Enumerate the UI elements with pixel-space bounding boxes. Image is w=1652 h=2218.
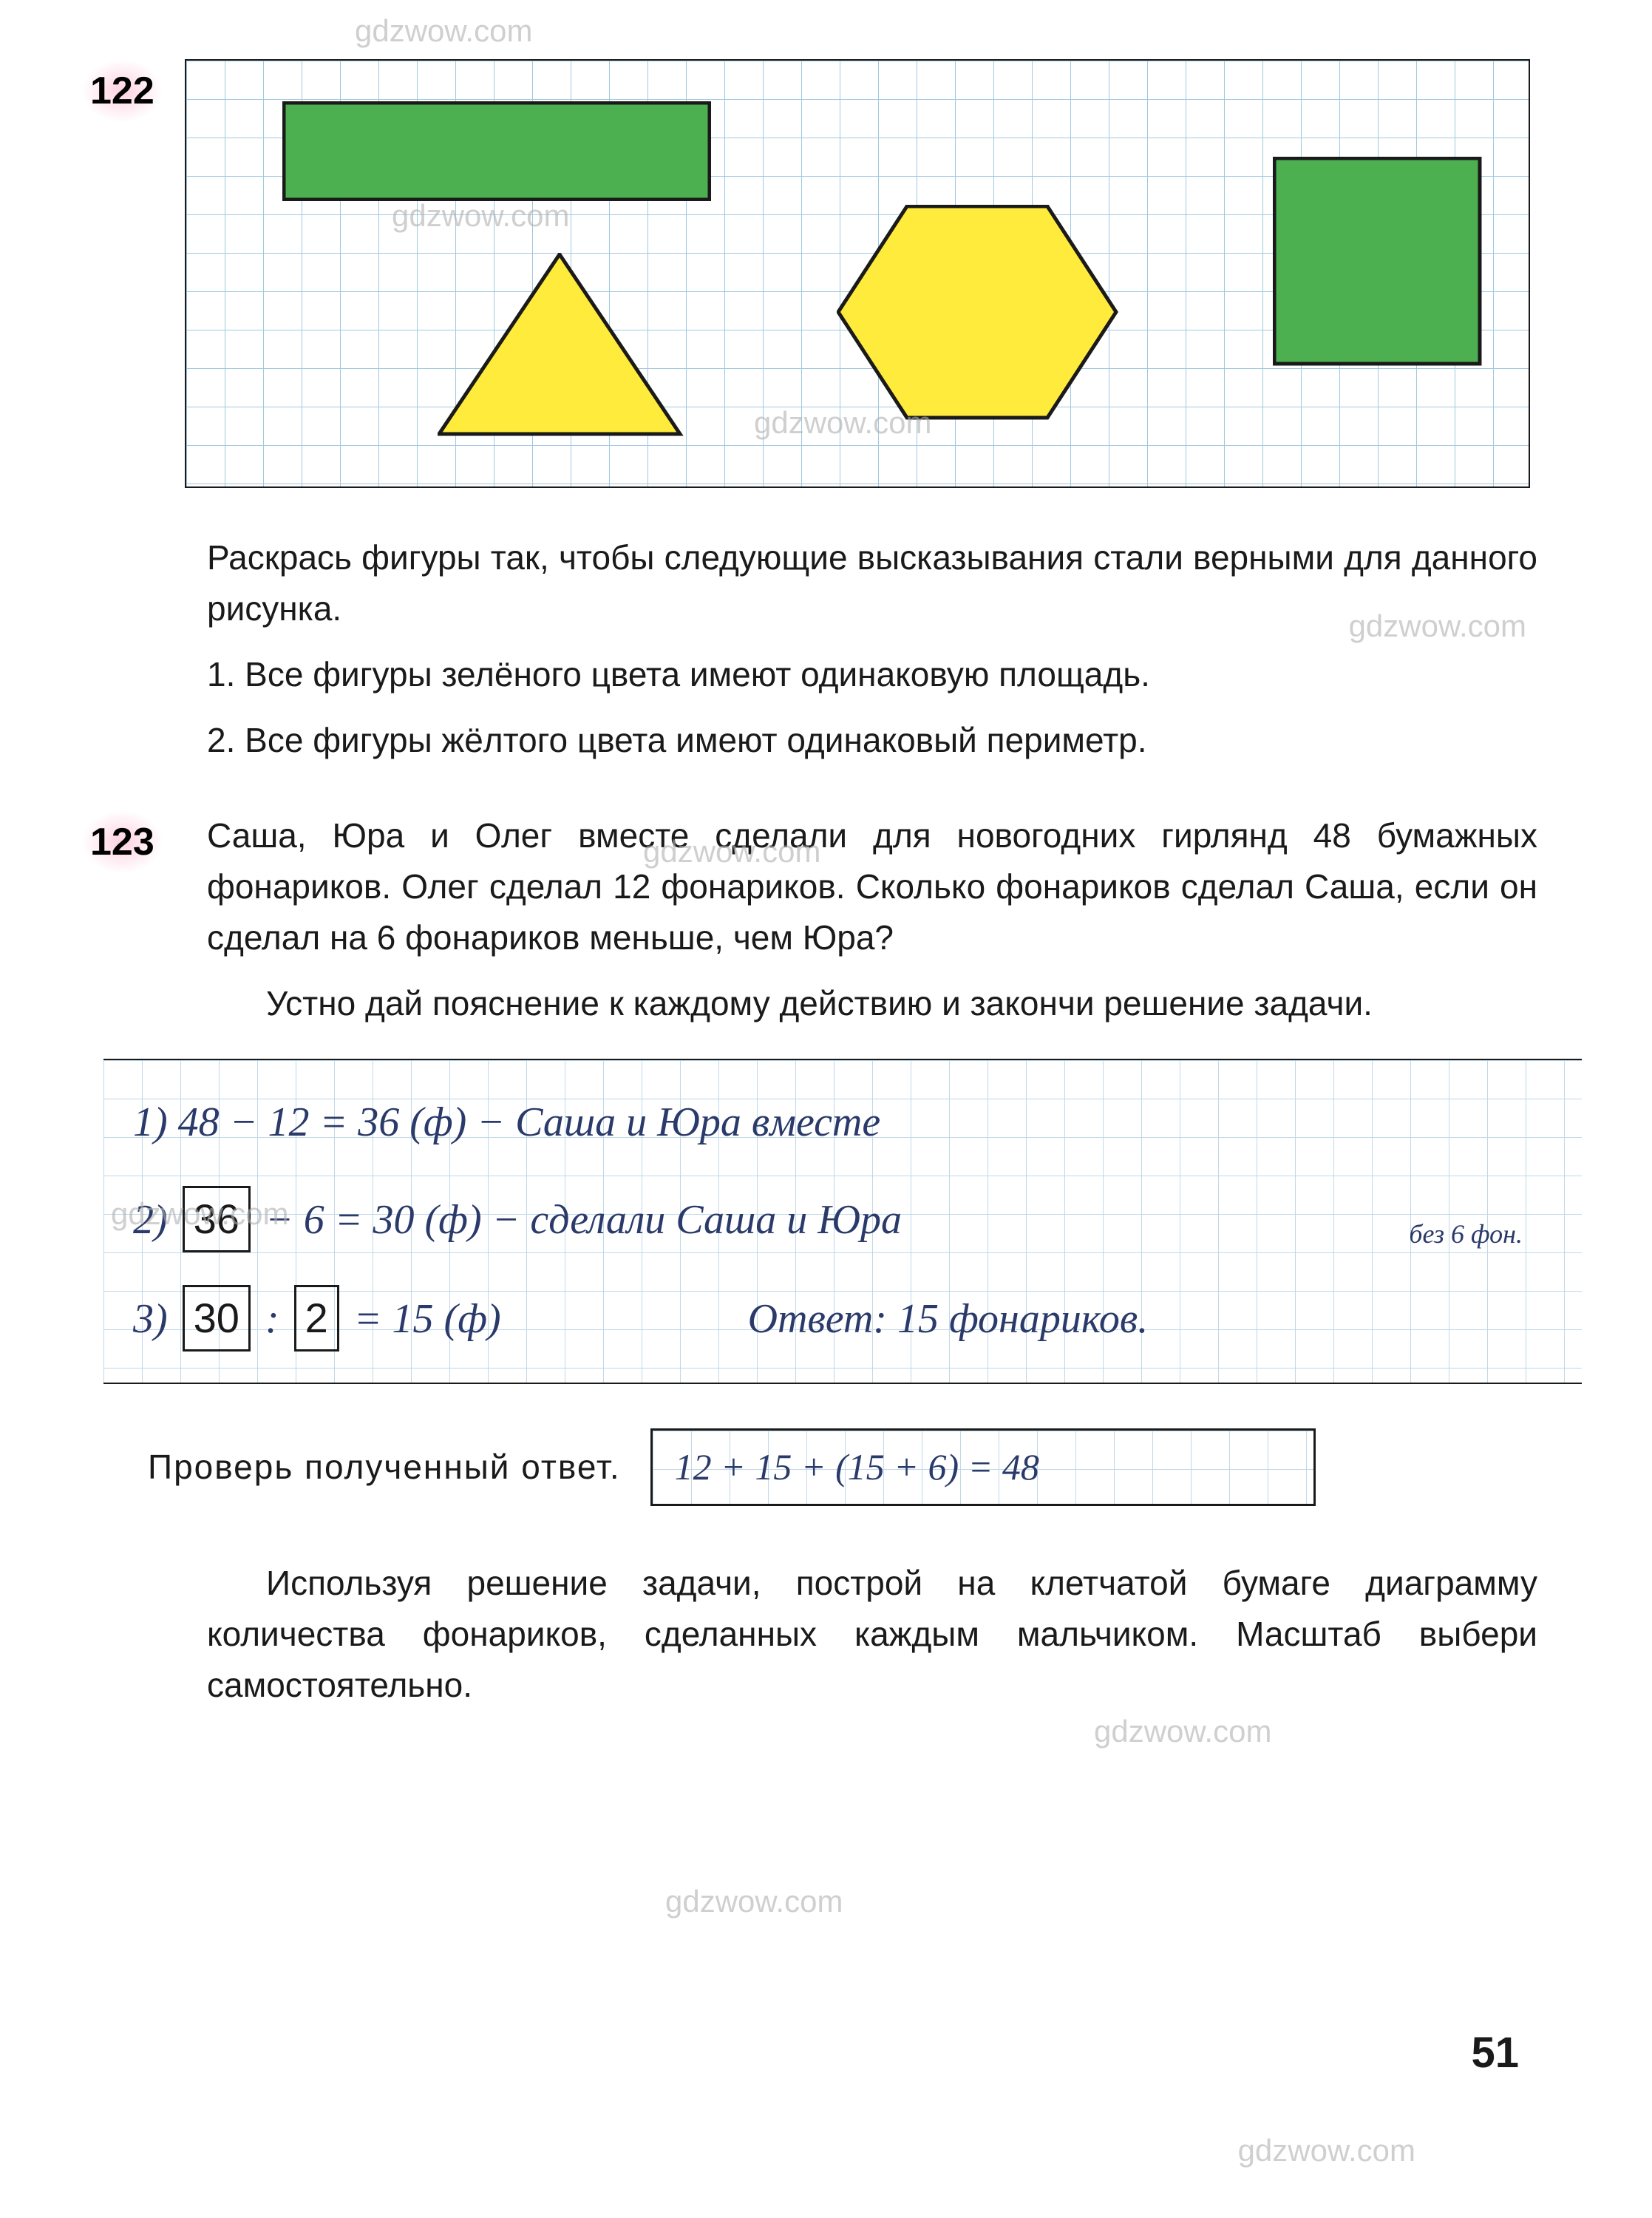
exercise-123: 123 Саша, Юра и Олег вместе сделали для … — [103, 810, 1563, 1711]
diagram-instruction: Используя решение задачи, построй на кле… — [207, 1558, 1537, 1711]
answer-value: 15 фонариков. — [897, 1296, 1148, 1342]
check-label: Проверь полученный ответ. — [148, 1442, 621, 1493]
check-row: Проверь полученный ответ. 12 + 15 + (15 … — [148, 1428, 1563, 1506]
boxed-value: 30 — [183, 1285, 251, 1352]
step-num: 2) — [133, 1197, 168, 1243]
step-num: 1) — [133, 1099, 168, 1145]
problem-statement: Саша, Юра и Олег вместе сделали для ново… — [207, 810, 1537, 963]
instruction-text: Раскрась фигуры так, чтобы следующие выс… — [207, 532, 1537, 766]
hexagon-shape — [837, 205, 1121, 423]
square-shape — [1273, 157, 1483, 367]
solution-line-2: 2) 36 − 6 = 30 (ф) − сделали Саша и Юра … — [103, 1170, 1582, 1269]
answer-label: Ответ: — [748, 1288, 887, 1350]
page-number: 51 — [1471, 2021, 1519, 2085]
exercise-number: 122 — [81, 59, 163, 123]
step-expr: 48 − 12 = 36 (ф) — [178, 1099, 467, 1145]
solution-area: 1) 48 − 12 = 36 (ф) − Саша и Юра вместе … — [103, 1059, 1582, 1384]
watermark: gdzwow.com — [355, 7, 532, 54]
small-note: без 6 фон. — [1409, 1214, 1523, 1254]
step-note: − сделали Саша и Юра — [492, 1197, 902, 1243]
diagram-text: Используя решение задачи, построй на кле… — [207, 1558, 1537, 1711]
exercise-number: 123 — [81, 810, 163, 874]
triangle-shape — [438, 253, 685, 438]
watermark: gdzwow.com — [1238, 2127, 1415, 2174]
solution-line-3: 3) 30 : 2 = 15 (ф) Ответ: 15 фонариков. — [103, 1269, 1582, 1368]
step-num: 3) — [133, 1296, 168, 1342]
figure-grid — [185, 59, 1530, 488]
instruction-line: Раскрась фигуры так, чтобы следующие выс… — [207, 532, 1537, 634]
watermark: gdzwow.com — [1094, 1708, 1271, 1754]
problem-instruction: Устно дай пояснение к каждому действию и… — [207, 978, 1537, 1029]
rectangle-shape — [282, 101, 711, 201]
boxed-value: 2 — [294, 1285, 339, 1352]
solution-line-1: 1) 48 − 12 = 36 (ф) − Саша и Юра вместе — [103, 1075, 1582, 1170]
boxed-value: 36 — [183, 1186, 251, 1252]
statement-2: 2. Все фигуры жёлтого цвета имеют одинак… — [207, 715, 1537, 766]
exercise-122: 122 Раскрась фигуры так, чтобы следующие… — [103, 59, 1563, 766]
step-expr: = 15 (ф) — [344, 1296, 501, 1342]
check-expression: 12 + 15 + (15 + 6) = 48 — [650, 1428, 1316, 1506]
step-expr: − 6 = 30 (ф) — [255, 1197, 482, 1243]
watermark: gdzwow.com — [665, 1878, 843, 1924]
step-note: − Саша и Юра вместе — [477, 1099, 880, 1145]
statement-1: 1. Все фигуры зелёного цвета имеют одина… — [207, 649, 1537, 700]
problem-text: Саша, Юра и Олег вместе сделали для ново… — [207, 810, 1537, 1029]
